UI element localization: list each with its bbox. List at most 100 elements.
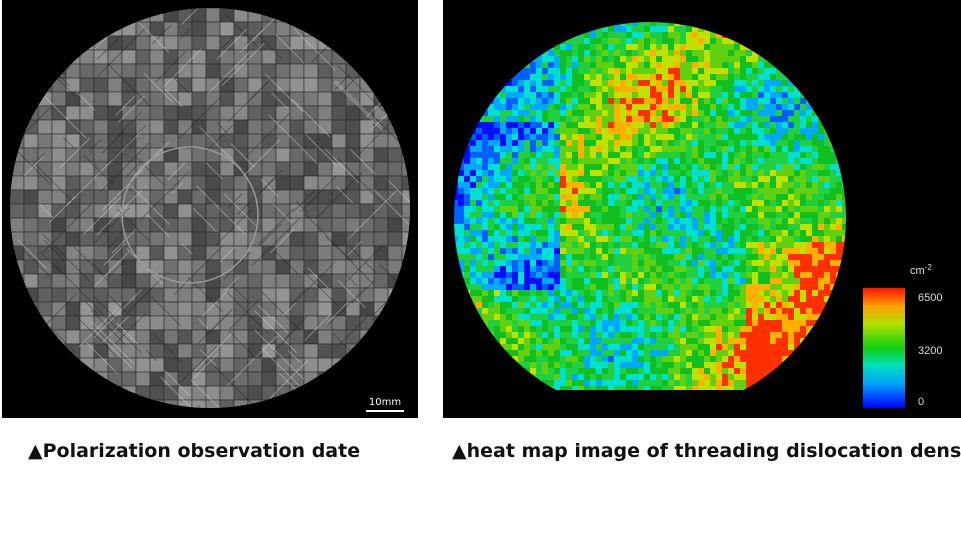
texture-tile (177, 259, 193, 275)
heat-cell (698, 212, 704, 218)
texture-ring (121, 146, 259, 284)
heat-cell (776, 332, 782, 338)
heat-cell (668, 344, 674, 350)
heat-cell (638, 146, 644, 152)
heat-cell (728, 164, 734, 170)
heat-cell (704, 92, 710, 98)
texture-tile (289, 133, 305, 149)
heat-cell (686, 200, 692, 206)
heat-cell (650, 26, 656, 32)
heat-cell (500, 278, 506, 284)
texture-tile (79, 203, 95, 219)
texture-tile (331, 133, 347, 149)
texture-streak (300, 175, 337, 212)
heat-cell (464, 218, 470, 224)
texture-tile (51, 119, 67, 135)
heat-cell (506, 290, 512, 296)
heat-cell (776, 314, 782, 320)
heat-cell (710, 116, 716, 122)
heat-cell (518, 260, 524, 266)
heat-cell (734, 176, 740, 182)
texture-tile (79, 77, 95, 93)
heat-cell (578, 230, 584, 236)
heat-cell (668, 200, 674, 206)
heat-cell (614, 50, 620, 56)
heat-cell (620, 22, 626, 26)
heat-cell (698, 380, 704, 386)
heat-cell (788, 332, 794, 338)
heat-cell (554, 146, 560, 152)
heat-cell (554, 338, 560, 344)
heat-cell (524, 74, 530, 80)
heat-cell (674, 22, 680, 26)
texture-tile (121, 273, 137, 289)
heat-cell (668, 320, 674, 326)
heat-cell (530, 350, 536, 356)
heat-cell (548, 134, 554, 140)
texture-tile (247, 357, 263, 373)
heat-cell (590, 134, 596, 140)
heat-cell (614, 290, 620, 296)
heat-cell (758, 350, 764, 356)
texture-tile (149, 105, 165, 121)
texture-streak (230, 143, 255, 168)
heat-cell (674, 128, 680, 134)
heat-cell (758, 374, 764, 380)
heat-cell (542, 98, 548, 104)
heat-cell (500, 134, 506, 140)
texture-tile (65, 245, 81, 261)
heat-cell (614, 194, 620, 200)
heat-cell (668, 110, 674, 116)
heat-cell (824, 194, 830, 200)
heat-cell (530, 104, 536, 110)
heat-cell (776, 248, 782, 254)
heat-cell (536, 332, 542, 338)
heat-cell (554, 302, 560, 308)
heat-cell (716, 80, 722, 86)
heat-cell (584, 74, 590, 80)
heat-cell (602, 128, 608, 134)
heat-cell (656, 218, 662, 224)
texture-tile (275, 147, 291, 163)
heat-cell (668, 278, 674, 284)
heat-cell (632, 386, 638, 390)
heat-cell (710, 248, 716, 254)
heat-cell (668, 254, 674, 260)
heat-cell (782, 146, 788, 152)
texture-streak (237, 169, 283, 215)
heat-cell (554, 248, 560, 254)
texture-tile (289, 301, 305, 317)
heat-cell (578, 266, 584, 272)
heat-cell (764, 170, 770, 176)
heat-cell (818, 134, 824, 140)
heat-cell (716, 266, 722, 272)
heat-cell (800, 296, 806, 302)
heat-cell (734, 68, 740, 74)
heat-cell (794, 206, 800, 212)
heat-cell (644, 56, 650, 62)
heat-cell (770, 134, 776, 140)
texture-tile (317, 63, 333, 79)
heat-cell (812, 290, 818, 296)
texture-tile (51, 259, 67, 275)
texture-streak (108, 259, 126, 277)
heat-cell (812, 182, 818, 188)
heat-cell (638, 194, 644, 200)
heat-cell (644, 290, 650, 296)
heat-cell (758, 92, 764, 98)
heat-cell (548, 98, 554, 104)
heat-cell (554, 308, 560, 314)
heat-cell (818, 284, 824, 290)
heat-cell (584, 272, 590, 278)
heat-cell (626, 110, 632, 116)
heat-cell (578, 314, 584, 320)
heat-cell (734, 74, 740, 80)
heat-cell (746, 236, 752, 242)
heat-cell (608, 134, 614, 140)
texture-tile (51, 147, 67, 163)
heat-cell (662, 368, 668, 374)
heat-cell (782, 152, 788, 158)
heat-cell (662, 254, 668, 260)
heat-cell (620, 344, 626, 350)
heat-cell (800, 320, 806, 326)
